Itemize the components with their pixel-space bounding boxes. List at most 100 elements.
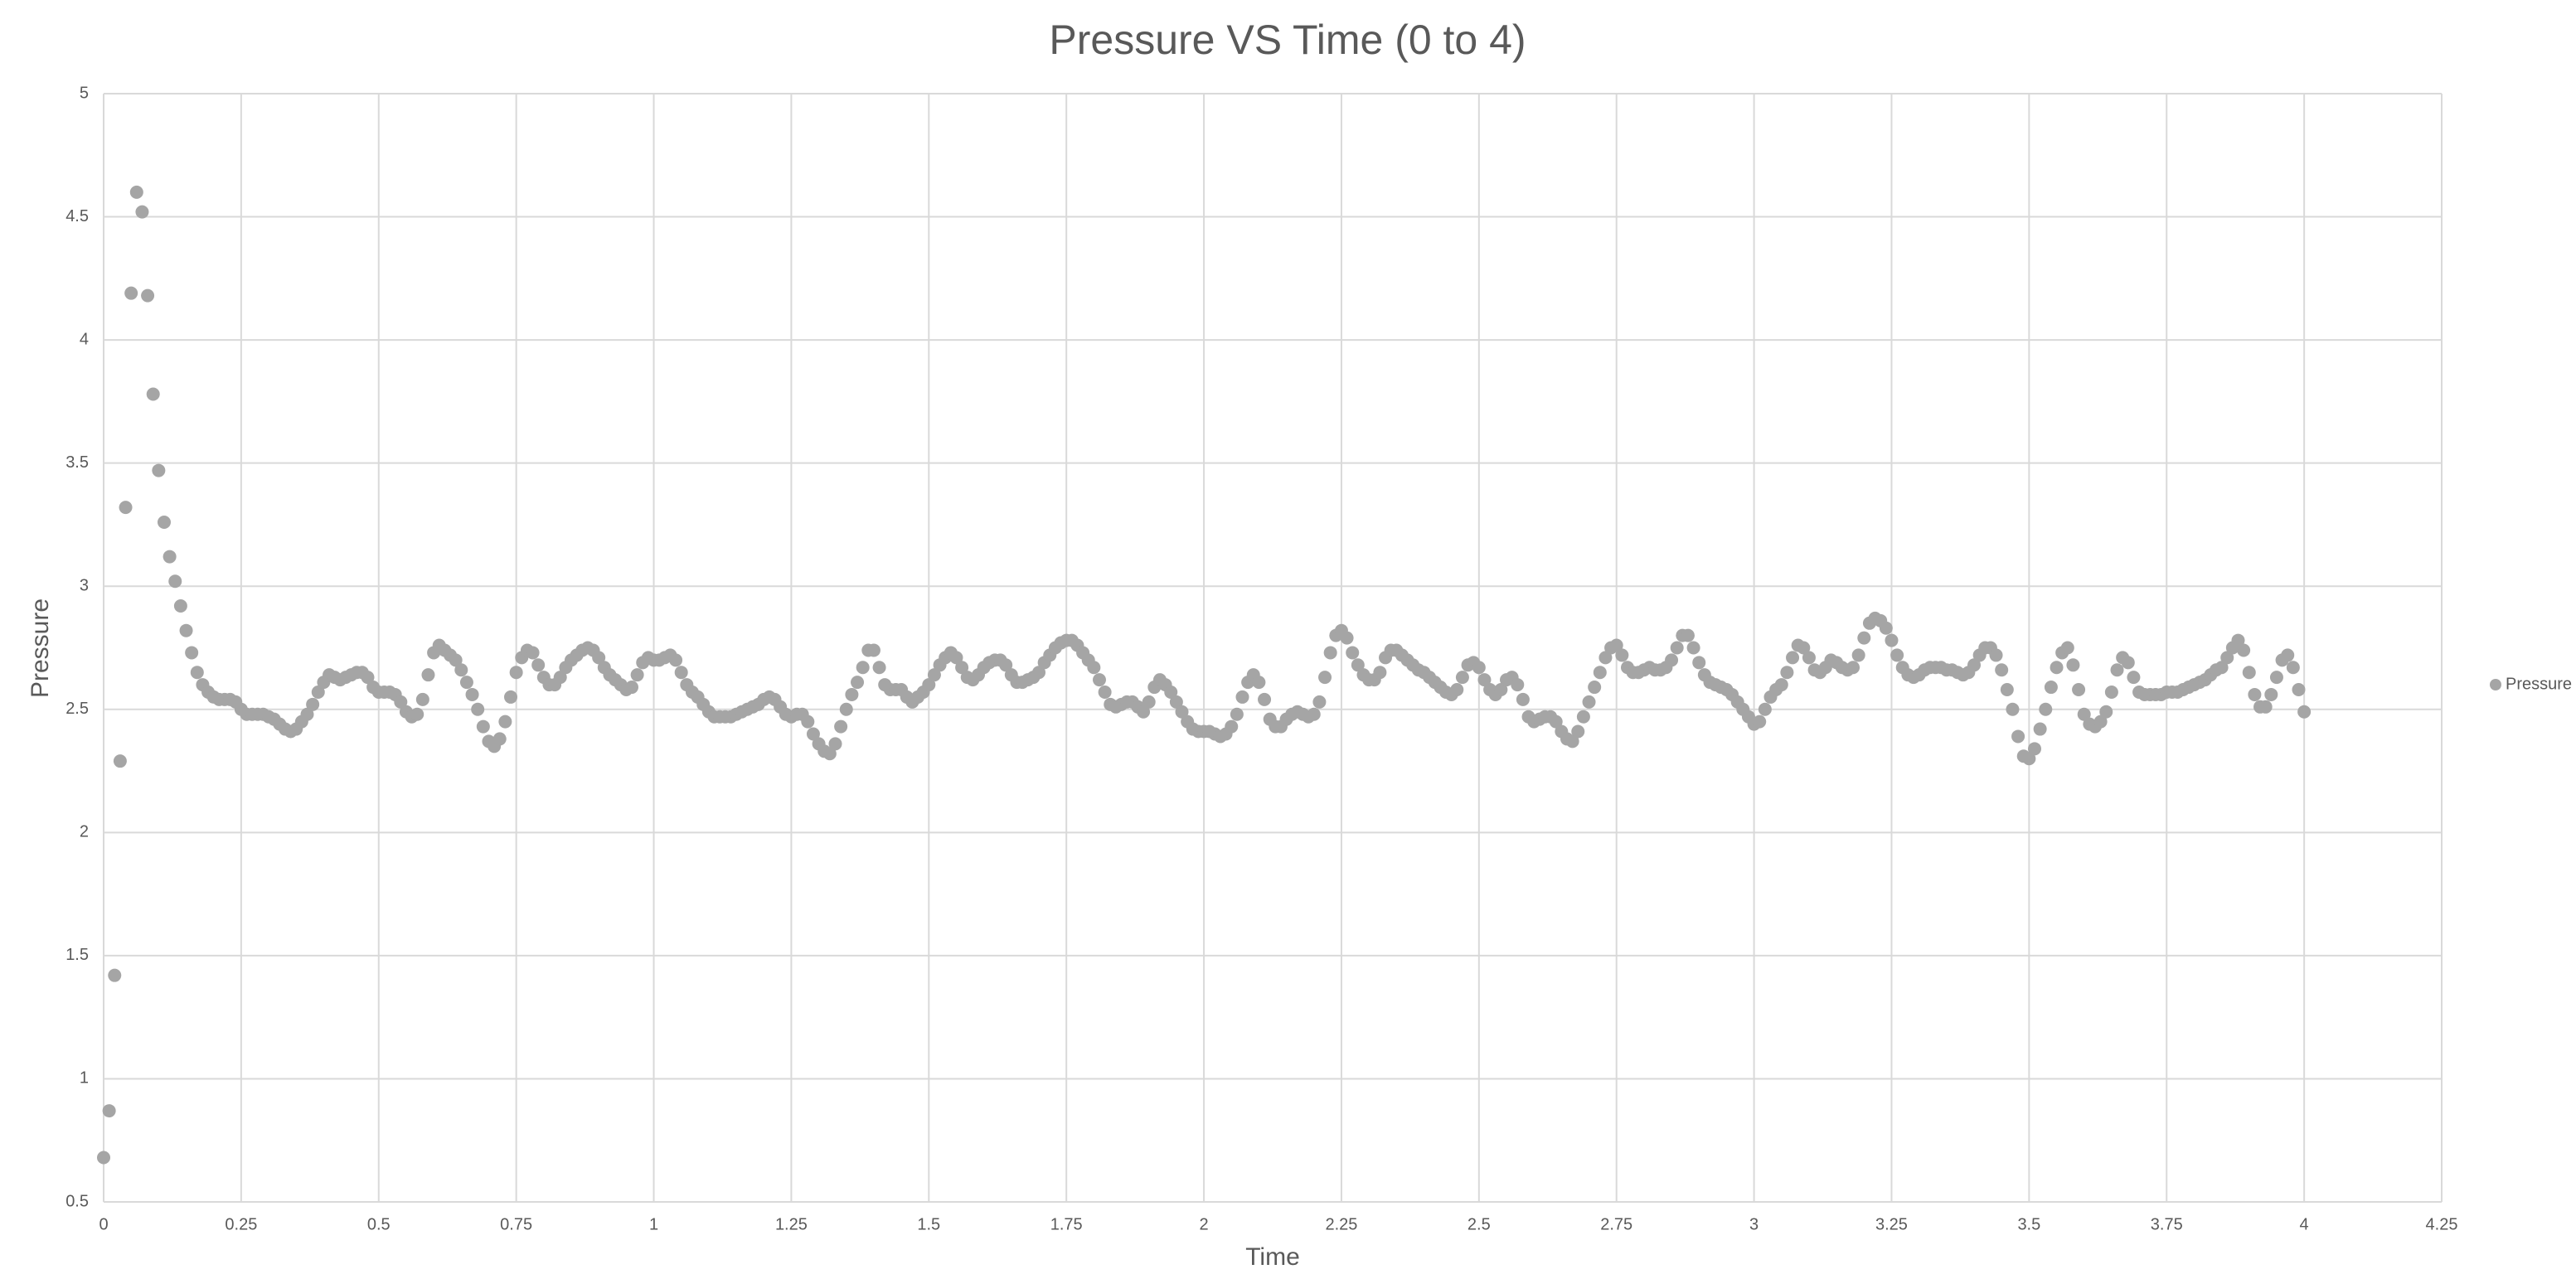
y-tick-label: 4 (80, 330, 89, 348)
point (2264, 687, 2278, 701)
point (806, 727, 820, 741)
y-tick-label: 4.5 (65, 207, 89, 225)
point (394, 695, 408, 709)
x-tick-label: 4.25 (2426, 1215, 2458, 1233)
point (1373, 666, 1387, 680)
point (1571, 724, 1585, 739)
point (1477, 673, 1492, 687)
point (2104, 685, 2118, 699)
point (2127, 671, 2141, 685)
point (415, 692, 429, 706)
point (2006, 702, 2020, 716)
point (624, 681, 638, 695)
point (1235, 690, 1249, 704)
point (1879, 621, 1893, 635)
x-tick-label: 0.75 (500, 1215, 532, 1233)
point (300, 707, 314, 721)
x-tick-label: 2 (1199, 1215, 1208, 1233)
point (1494, 683, 1508, 697)
point (410, 707, 424, 721)
point (1609, 638, 1623, 652)
point (1175, 705, 1189, 719)
point (927, 668, 941, 682)
y-axis-title: Pressure (27, 598, 54, 698)
x-tick-label: 4 (2300, 1215, 2309, 1233)
point (2258, 700, 2273, 714)
point (2000, 683, 2014, 697)
point (1846, 661, 1860, 675)
point (1455, 671, 1469, 685)
x-tick-label: 1.75 (1050, 1215, 1083, 1233)
point (421, 668, 435, 682)
point (2022, 752, 2036, 766)
point (2066, 658, 2080, 672)
point (2292, 683, 2306, 697)
point (1098, 685, 1112, 699)
point (856, 661, 870, 675)
point (949, 651, 963, 665)
x-tick-label: 1.25 (775, 1215, 808, 1233)
point (163, 550, 177, 564)
point (1225, 719, 1239, 734)
point (1989, 648, 2003, 662)
point (2093, 715, 2108, 729)
point (1549, 715, 1563, 729)
point (190, 666, 204, 680)
point (1995, 663, 2009, 677)
point (185, 646, 199, 660)
point (2044, 681, 2058, 695)
x-tick-label: 2.75 (1600, 1215, 1632, 1233)
point (2121, 656, 2135, 670)
x-tick-label: 1.5 (917, 1215, 940, 1233)
point (449, 653, 463, 667)
point (2242, 666, 2256, 680)
x-tick-label: 0.25 (225, 1215, 257, 1233)
point (553, 671, 567, 685)
point (1137, 705, 1151, 719)
x-axis-title: Time (1245, 1243, 1300, 1271)
point (459, 676, 473, 690)
point (2231, 633, 2245, 647)
point (531, 658, 546, 672)
y-tick-label: 1 (80, 1069, 89, 1088)
point (2248, 687, 2262, 701)
point (113, 754, 127, 768)
point (306, 697, 320, 711)
point (1576, 710, 1590, 724)
point (1598, 651, 1613, 665)
point (1885, 633, 1899, 647)
point (1780, 666, 1794, 680)
point (1230, 707, 1244, 721)
point (872, 661, 886, 675)
x-tick-label: 3 (1749, 1215, 1759, 1233)
y-tick-label: 5 (80, 84, 89, 102)
point (839, 702, 853, 716)
point (157, 515, 171, 529)
point (465, 687, 479, 701)
point (1665, 653, 1679, 667)
point (471, 702, 485, 716)
y-tick-label: 0.5 (65, 1192, 89, 1210)
point (129, 185, 143, 199)
point (1346, 646, 1360, 660)
point (2237, 643, 2251, 657)
point (146, 387, 160, 401)
x-tick-label: 2.5 (1467, 1215, 1491, 1233)
point (1092, 673, 1106, 687)
point (2077, 707, 2091, 721)
point (2033, 722, 2047, 736)
point (1087, 661, 1101, 675)
point (1588, 681, 1602, 695)
point (1318, 671, 1332, 685)
legend-label: Pressure (2506, 675, 2572, 693)
point (1565, 734, 1579, 749)
point (1142, 695, 1156, 709)
point (1758, 702, 1772, 716)
x-tick-label: 0 (99, 1215, 108, 1233)
point (669, 653, 683, 667)
point (999, 658, 1013, 672)
point (1670, 641, 1684, 655)
point (97, 1151, 110, 1165)
point (102, 1104, 116, 1118)
